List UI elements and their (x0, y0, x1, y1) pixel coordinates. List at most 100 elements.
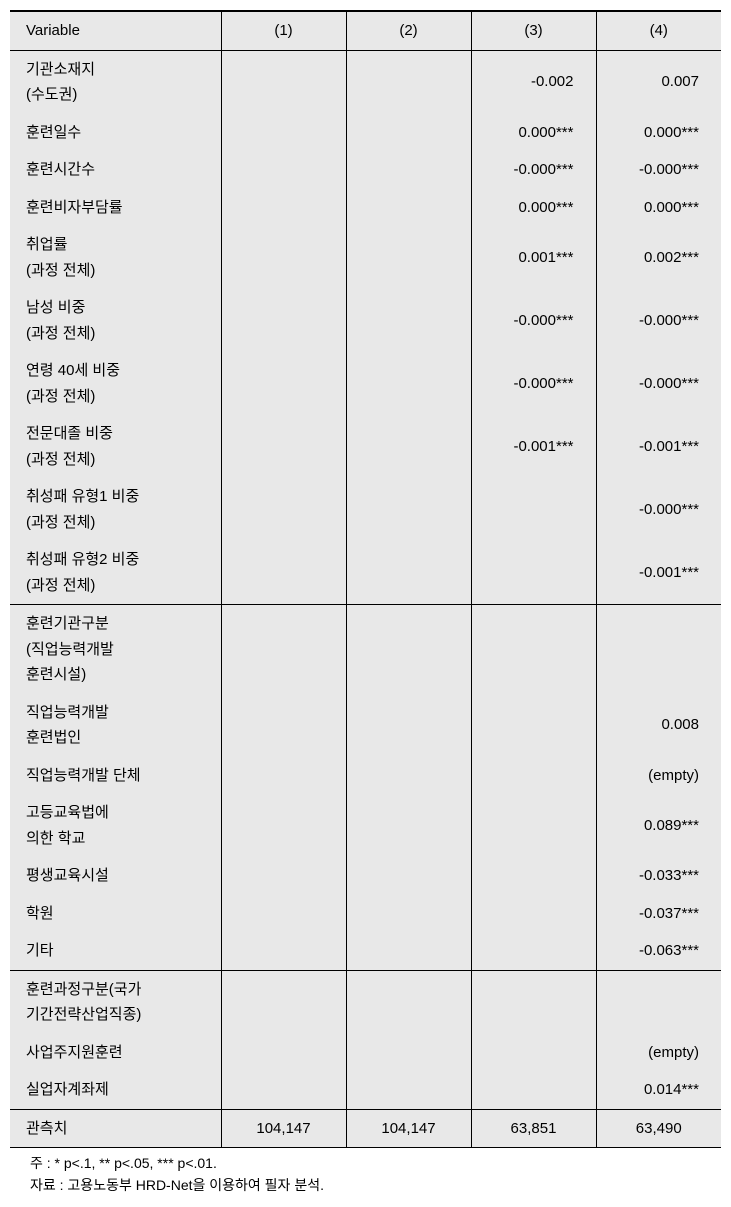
table-row: 고등교육법에의한 학교 0.089*** (10, 794, 721, 857)
cell-c3: -0.002 (471, 50, 596, 114)
row-label: 훈련일수 (10, 114, 221, 152)
row-label: 연령 40세 비중(과정 전체) (10, 352, 221, 415)
header-col2: (2) (346, 11, 471, 50)
cell-c2 (346, 289, 471, 352)
cell-c1 (221, 757, 346, 795)
footnote-source: 자료 : 고용노동부 HRD-Net을 이용하여 필자 분석. (30, 1174, 713, 1196)
cell-c1 (221, 794, 346, 857)
cell-c3 (471, 857, 596, 895)
footnote-significance: 주 : * p<.1, ** p<.05, *** p<.01. (30, 1152, 713, 1174)
cell-c1 (221, 541, 346, 605)
cell-c3: 63,851 (471, 1109, 596, 1148)
row-label: 기관소재지(수도권) (10, 50, 221, 114)
cell-c3: -0.001*** (471, 415, 596, 478)
cell-c2 (346, 50, 471, 114)
cell-c4: 0.008 (596, 694, 721, 757)
cell-c3 (471, 605, 596, 694)
cell-c2 (346, 1034, 471, 1072)
table-row: 훈련비자부담률 0.000***0.000*** (10, 189, 721, 227)
cell-c3 (471, 541, 596, 605)
header-col3: (3) (471, 11, 596, 50)
table-row: 기관소재지(수도권) -0.0020.007 (10, 50, 721, 114)
cell-c4: -0.037*** (596, 895, 721, 933)
row-label: 전문대졸 비중(과정 전체) (10, 415, 221, 478)
cell-c4: 0.007 (596, 50, 721, 114)
row-label: 학원 (10, 895, 221, 933)
cell-c2 (346, 226, 471, 289)
cell-c2 (346, 114, 471, 152)
cell-c2: 104,147 (346, 1109, 471, 1148)
cell-c4: (empty) (596, 1034, 721, 1072)
cell-c4: (empty) (596, 757, 721, 795)
table-row: 훈련기관구분(직업능력개발훈련시설) (10, 605, 721, 694)
header-variable: Variable (10, 11, 221, 50)
cell-c3: 0.000*** (471, 114, 596, 152)
table-row: 훈련과정구분(국가기간전략산업직종) (10, 970, 721, 1034)
cell-c3: 0.001*** (471, 226, 596, 289)
cell-c1 (221, 857, 346, 895)
row-label: 남성 비중(과정 전체) (10, 289, 221, 352)
cell-c1 (221, 605, 346, 694)
row-label: 훈련비자부담률 (10, 189, 221, 227)
row-label: 훈련기관구분(직업능력개발훈련시설) (10, 605, 221, 694)
cell-c2 (346, 189, 471, 227)
cell-c4 (596, 970, 721, 1034)
row-label: 고등교육법에의한 학교 (10, 794, 221, 857)
regression-table: Variable (1) (2) (3) (4) 기관소재지(수도권) -0.00… (10, 10, 721, 1148)
table-row: 전문대졸 비중(과정 전체)-0.001***-0.001*** (10, 415, 721, 478)
table-row: 평생교육시설-0.033*** (10, 857, 721, 895)
cell-c1 (221, 895, 346, 933)
cell-c4: -0.063*** (596, 932, 721, 970)
cell-c1: 104,147 (221, 1109, 346, 1148)
row-label: 기타 (10, 932, 221, 970)
cell-c1 (221, 694, 346, 757)
cell-c1 (221, 415, 346, 478)
cell-c1 (221, 1034, 346, 1072)
row-label: 훈련시간수 (10, 151, 221, 189)
table-footnotes: 주 : * p<.1, ** p<.05, *** p<.01. 자료 : 고용… (10, 1148, 721, 1197)
cell-c4 (596, 605, 721, 694)
table-row: 훈련일수 0.000***0.000*** (10, 114, 721, 152)
cell-c3 (471, 1071, 596, 1109)
table-row: 사업주지원훈련 (empty) (10, 1034, 721, 1072)
row-label: 훈련과정구분(국가기간전략산업직종) (10, 970, 221, 1034)
cell-c3: 0.000*** (471, 189, 596, 227)
cell-c4: -0.000*** (596, 352, 721, 415)
cell-c2 (346, 895, 471, 933)
table-row: 직업능력개발훈련법인0.008 (10, 694, 721, 757)
cell-c1 (221, 932, 346, 970)
cell-c1 (221, 1071, 346, 1109)
header-col1: (1) (221, 11, 346, 50)
cell-c1 (221, 478, 346, 541)
cell-c1 (221, 151, 346, 189)
table-row: 실업자계좌제0.014*** (10, 1071, 721, 1109)
cell-c2 (346, 1071, 471, 1109)
row-label: 취업률(과정 전체) (10, 226, 221, 289)
cell-c2 (346, 605, 471, 694)
cell-c2 (346, 857, 471, 895)
table-row: 직업능력개발 단체(empty) (10, 757, 721, 795)
row-label: 취성패 유형2 비중(과정 전체) (10, 541, 221, 605)
cell-c4: 0.089*** (596, 794, 721, 857)
table-row: 취업률(과정 전체) 0.001***0.002*** (10, 226, 721, 289)
table-header-row: Variable (1) (2) (3) (4) (10, 11, 721, 50)
cell-c2 (346, 415, 471, 478)
row-label: 관측치 (10, 1109, 221, 1148)
header-col4: (4) (596, 11, 721, 50)
cell-c2 (346, 794, 471, 857)
cell-c4: -0.000*** (596, 289, 721, 352)
row-label: 실업자계좌제 (10, 1071, 221, 1109)
cell-c3 (471, 970, 596, 1034)
table-row: 취성패 유형2 비중(과정 전체)-0.001*** (10, 541, 721, 605)
cell-c4: 0.000*** (596, 189, 721, 227)
cell-c3 (471, 757, 596, 795)
cell-c4: 0.000*** (596, 114, 721, 152)
cell-c1 (221, 189, 346, 227)
cell-c4: -0.033*** (596, 857, 721, 895)
cell-c1 (221, 289, 346, 352)
cell-c4: 63,490 (596, 1109, 721, 1148)
cell-c1 (221, 970, 346, 1034)
cell-c4: 0.002*** (596, 226, 721, 289)
row-label: 사업주지원훈련 (10, 1034, 221, 1072)
table-row: 취성패 유형1 비중(과정 전체)-0.000*** (10, 478, 721, 541)
